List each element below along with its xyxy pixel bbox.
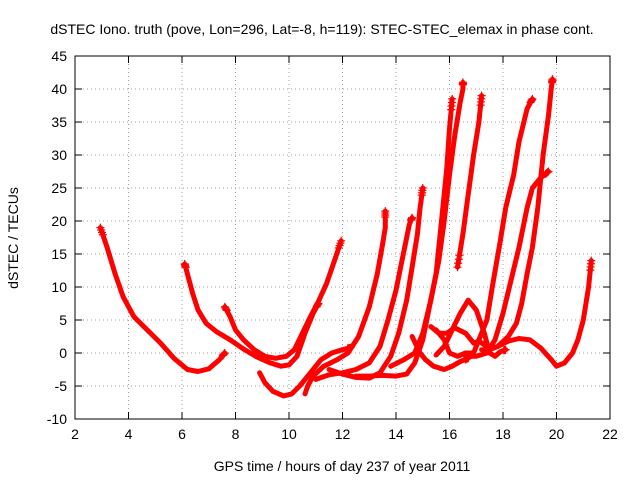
data-series-14 (463, 167, 553, 359)
plus-marker (98, 230, 107, 239)
x-tick-label: 12 (335, 426, 351, 442)
plus-marker (381, 213, 390, 222)
plus-marker (222, 305, 231, 314)
y-tick-label: 20 (51, 213, 67, 229)
y-axis-label: dSTEC / TECUs (5, 187, 21, 289)
series-trace (433, 96, 535, 359)
plus-marker (499, 346, 508, 355)
plus-marker (454, 259, 463, 268)
y-tick-label: 25 (51, 180, 67, 196)
plus-marker (181, 263, 190, 272)
x-tick-label: 8 (232, 426, 240, 442)
series-trace (463, 169, 551, 359)
plus-marker (542, 169, 551, 178)
plus-marker (455, 251, 464, 260)
plus-marker (218, 351, 227, 360)
plus-marker (527, 97, 536, 106)
data-series-16 (479, 75, 557, 353)
plus-marker (220, 349, 229, 358)
x-tick-label: 14 (388, 426, 404, 442)
plus-marker (543, 168, 552, 177)
x-tick-label: 22 (602, 426, 618, 442)
plus-marker (458, 80, 467, 89)
y-tick-label: 35 (51, 114, 67, 130)
x-axis-label: GPS time / hours of day 237 of year 2011 (214, 458, 471, 474)
y-tick-label: 5 (59, 312, 67, 328)
x-tick-label: 2 (71, 426, 79, 442)
series-trace (257, 345, 353, 399)
plus-marker (222, 306, 231, 315)
series-trace (433, 297, 509, 359)
x-tick-label: 10 (281, 426, 297, 442)
series-trace (388, 79, 466, 369)
y-tick-label: -10 (47, 411, 67, 427)
data-series-15 (453, 91, 486, 272)
x-tick-label: 18 (495, 426, 511, 442)
data-series-12 (433, 297, 510, 359)
series-trace (455, 93, 485, 270)
series-trace (97, 225, 228, 374)
series-trace (409, 334, 471, 372)
data-series-9 (388, 78, 467, 369)
y-tick-label: 30 (51, 147, 67, 163)
y-tick-label: 10 (51, 279, 67, 295)
plus-marker (334, 243, 343, 252)
x-tick-label: 4 (125, 426, 133, 442)
plus-marker (476, 101, 485, 110)
plus-marker (453, 263, 462, 272)
y-tick-label: 45 (51, 48, 67, 64)
data-series (96, 75, 596, 399)
plus-marker (526, 98, 535, 107)
plus-marker (454, 255, 463, 264)
data-series-13 (433, 94, 537, 359)
y-tick-label: -5 (55, 378, 68, 394)
y-tick-label: 0 (59, 345, 67, 361)
grid-lines (75, 56, 610, 419)
plus-marker (219, 350, 228, 359)
y-tick-label: 40 (51, 81, 67, 97)
series-trace (182, 261, 321, 369)
x-tick-label: 16 (442, 426, 458, 442)
x-tick-label: 6 (178, 426, 186, 442)
series-trace (479, 76, 555, 353)
plus-marker (548, 78, 557, 87)
chart-title: dSTEC Iono. truth (pove, Lon=296, Lat=-8… (50, 21, 593, 37)
data-series-17 (495, 256, 596, 369)
y-tick-label: 15 (51, 246, 67, 262)
data-series-1 (96, 223, 229, 374)
data-series-3 (220, 236, 346, 361)
series-trace (495, 258, 594, 369)
axis-ticks: 2 4 6 8 10 12 14 16 18 20 22 -10 -5 0 5 10 15 20 25 30 35 40 4… (47, 48, 618, 442)
plus-marker (407, 216, 416, 225)
plus-marker (447, 105, 456, 114)
series-trace (222, 238, 344, 361)
plus-marker (417, 191, 426, 200)
x-tick-label: 20 (549, 426, 565, 442)
plus-marker (586, 266, 595, 275)
series-trace (302, 208, 388, 397)
data-series-5 (302, 207, 390, 397)
